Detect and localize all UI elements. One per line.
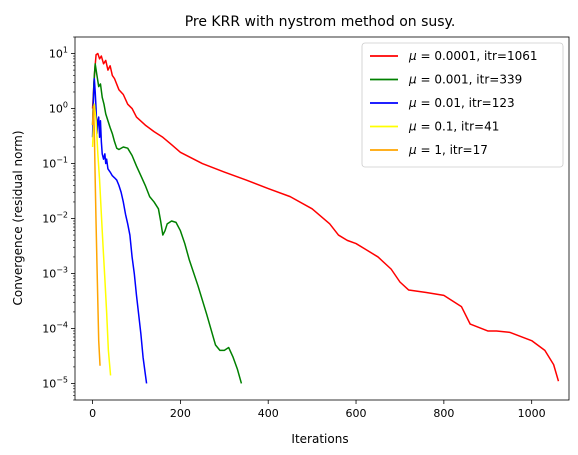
x-tick-label: 800	[433, 407, 454, 420]
legend-label: μ = 0.001, itr=339	[408, 73, 522, 87]
legend: μ = 0.0001, itr=1061 μ = 0.001, itr=339 μ …	[361, 42, 564, 168]
series-line-2	[91, 63, 243, 384]
plot-area	[91, 52, 560, 384]
x-tick-label: 1000	[518, 407, 546, 420]
y-tick-label: 10−3	[42, 265, 68, 280]
y-tick-label: 101	[49, 46, 68, 61]
legend-label: μ = 0.0001, itr=1061	[408, 49, 538, 63]
y-axis-label: Convergence (residual norm)	[11, 130, 25, 305]
x-tick-label: 600	[346, 407, 367, 420]
y-tick-label: 10−2	[42, 211, 68, 226]
x-axis-label: Iterations	[291, 432, 348, 446]
series-line-1	[91, 52, 560, 382]
y-tick-label: 100	[49, 101, 68, 116]
legend-label: μ = 0.01, itr=123	[408, 96, 515, 110]
series-line-5	[91, 105, 101, 366]
y-tick-label: 10−5	[42, 375, 68, 390]
y-tick-label: 10−1	[42, 156, 68, 171]
x-tick-label: 200	[170, 407, 191, 420]
series-line-3	[91, 77, 148, 384]
x-axis-ticks: 0 200 400 600 800 1000	[89, 400, 546, 420]
chart-title: Pre KRR with nystrom method on susy.	[185, 14, 456, 30]
x-tick-label: 400	[258, 407, 279, 420]
x-tick-label: 0	[89, 407, 96, 420]
series-line-4	[91, 103, 112, 376]
legend-label: μ = 0.1, itr=41	[408, 120, 499, 134]
y-tick-label: 10−4	[42, 320, 68, 335]
legend-label: μ = 1, itr=17	[408, 143, 488, 157]
legend-box	[361, 42, 564, 168]
y-axis-ticks: 10−5 10−4 10−3 10−2 10−1 100 101	[42, 36, 75, 401]
